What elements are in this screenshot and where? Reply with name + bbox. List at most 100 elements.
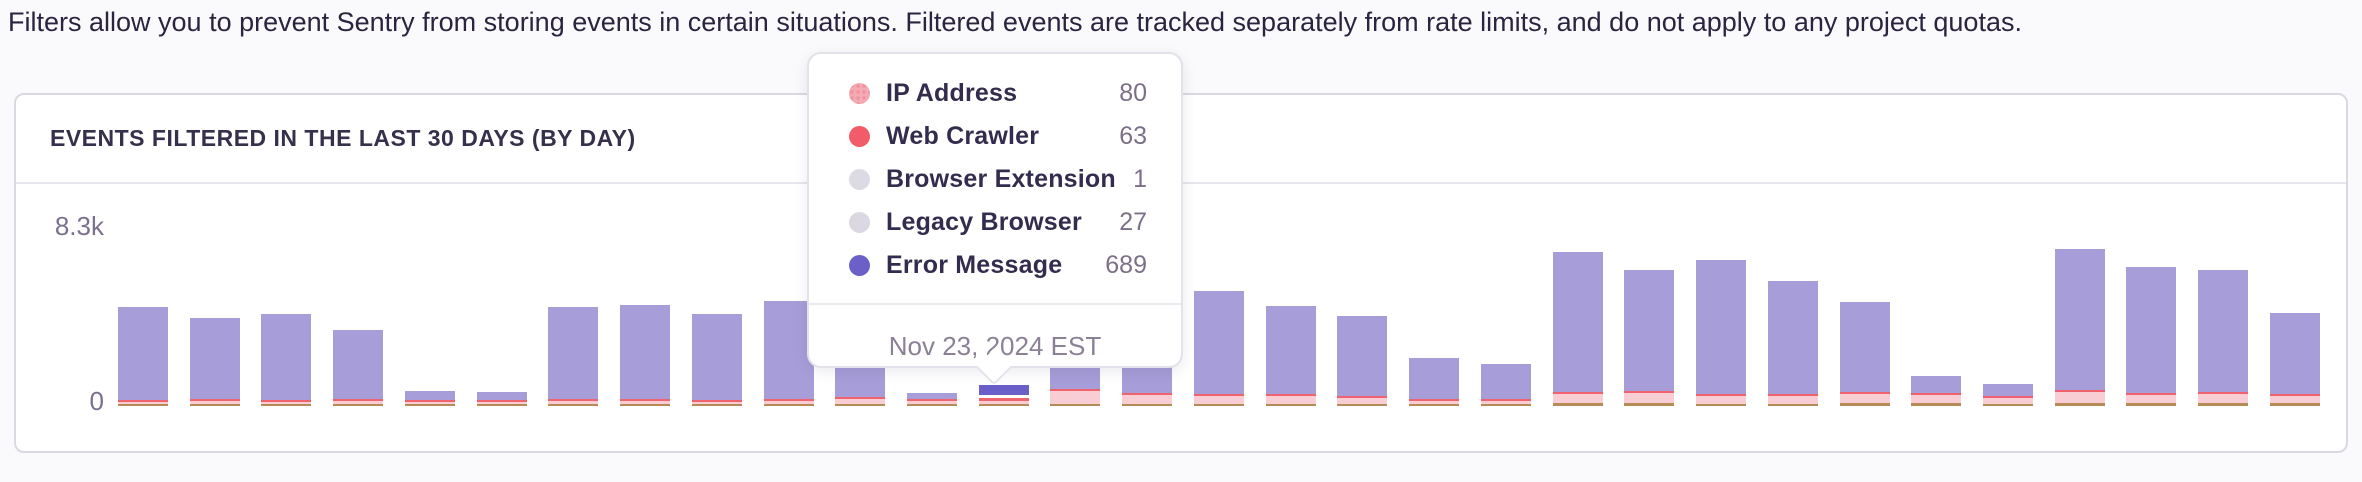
bar-segment-web_crawler <box>404 400 455 402</box>
bar-day-19[interactable] <box>1409 357 1460 406</box>
bar-day-13-hovered[interactable] <box>978 384 1029 406</box>
bar-day-23[interactable] <box>1696 260 1747 406</box>
bar-day-6[interactable] <box>476 392 527 406</box>
bar-segment-ip_address <box>1409 401 1460 404</box>
bar-segment-ip_address <box>118 401 168 404</box>
bar-segment-legacy_browser <box>476 404 527 406</box>
bar-segment-error_message <box>1982 383 2033 397</box>
bar-day-8[interactable] <box>620 305 671 406</box>
bar-day-10[interactable] <box>763 300 814 406</box>
bar-segment-ip_address <box>907 400 958 404</box>
bar-day-25[interactable] <box>1839 302 1890 406</box>
bar-segment-error_message <box>2269 312 2320 394</box>
bar-segment-ip_address <box>620 401 671 404</box>
tooltip-row-label: IP Address <box>886 79 1018 107</box>
bar-segment-legacy_browser <box>2126 403 2177 406</box>
bar-segment-ip_address <box>2269 395 2320 404</box>
bar-segment-error_message <box>548 307 599 400</box>
bar-day-9[interactable] <box>691 313 742 406</box>
bar-day-24[interactable] <box>1767 280 1818 406</box>
bar-day-27[interactable] <box>1982 383 2033 406</box>
legend-dot-icon <box>849 169 870 190</box>
bar-segment-legacy_browser <box>907 404 958 406</box>
tooltip-row-label: Browser Extension <box>886 165 1116 193</box>
tooltip-row-legacy-browser: Legacy Browser 27 <box>809 201 1181 244</box>
bar-segment-legacy_browser <box>1982 403 2033 406</box>
bar-day-17[interactable] <box>1265 306 1316 406</box>
bar-segment-legacy_browser <box>1552 403 1603 406</box>
tooltip-row-value: 80 <box>1119 79 1147 107</box>
bar-segment-ip_address <box>1696 395 1747 404</box>
bar-segment-ip_address <box>476 402 527 404</box>
bar-day-31[interactable] <box>2269 312 2320 406</box>
bar-day-20[interactable] <box>1480 363 1531 406</box>
bar-segment-legacy_browser <box>189 404 240 406</box>
bar-day-30[interactable] <box>2198 270 2249 406</box>
bar-segment-ip_address <box>548 401 599 404</box>
bar-day-3[interactable] <box>261 313 312 406</box>
tooltip-row-label: Error Message <box>886 251 1063 279</box>
bar-day-4[interactable] <box>333 329 384 406</box>
y-axis-max-label: 8.3k <box>54 211 104 241</box>
bar-segment-error_message <box>261 313 312 400</box>
bar-segment-web_crawler <box>1552 392 1603 395</box>
bar-day-18[interactable] <box>1337 315 1388 406</box>
tooltip-row-label: Legacy Browser <box>886 208 1082 236</box>
bar-day-28[interactable] <box>2054 249 2105 406</box>
bar-segment-legacy_browser <box>333 404 384 406</box>
bar-segment-ip_address <box>978 400 1029 404</box>
bar-segment-ip_address <box>1982 398 2033 404</box>
bar-segment-web_crawler <box>1050 389 1101 391</box>
bar-segment-ip_address <box>189 401 240 404</box>
bar-segment-error_message <box>1265 306 1316 394</box>
bar-segment-legacy_browser <box>1839 403 1890 406</box>
bar-segment-ip_address <box>1839 394 1890 404</box>
bar-segment-error_message <box>118 307 168 400</box>
bar-day-1[interactable] <box>118 307 168 406</box>
bar-day-16[interactable] <box>1193 291 1244 406</box>
bar-segment-web_crawler <box>763 399 814 402</box>
bar-segment-web_crawler <box>476 400 527 402</box>
bar-segment-error_message <box>691 313 742 400</box>
bar-segment-ip_address <box>2198 394 2249 404</box>
bar-segment-legacy_browser <box>2198 403 2249 406</box>
events-filtered-chart[interactable]: 8.3k 0 <box>16 184 2346 449</box>
bar-segment-error_message <box>1337 315 1388 396</box>
bar-segment-error_message <box>978 384 1029 398</box>
bar-segment-legacy_browser <box>1265 403 1316 406</box>
bar-segment-error_message <box>1839 302 1890 393</box>
bar-segment-web_crawler <box>907 398 958 401</box>
legend-dot-icon <box>849 83 870 104</box>
bar-segment-legacy_browser <box>261 404 312 406</box>
bar-segment-legacy_browser <box>1050 403 1101 406</box>
bar-segment-error_message <box>1911 376 1962 394</box>
bar-segment-web_crawler <box>691 399 742 402</box>
bar-day-15[interactable] <box>1122 365 1173 406</box>
bar-series-layer <box>16 184 2346 449</box>
bar-segment-legacy_browser <box>1624 403 1675 406</box>
bar-segment-error_message <box>1696 260 1747 394</box>
bar-segment-legacy_browser <box>978 404 1029 406</box>
tooltip-row-value: 27 <box>1119 208 1147 236</box>
bar-segment-error_message <box>1480 363 1531 399</box>
bar-day-29[interactable] <box>2126 267 2177 406</box>
bar-segment-error_message <box>2126 267 2177 394</box>
bar-day-11[interactable] <box>835 365 886 406</box>
bar-segment-web_crawler <box>1767 394 1818 397</box>
bar-segment-error_message <box>907 392 958 399</box>
bar-segment-legacy_browser <box>1122 403 1173 406</box>
bar-segment-web_crawler <box>1409 399 1460 402</box>
bar-day-7[interactable] <box>548 307 599 406</box>
bar-day-22[interactable] <box>1624 270 1675 406</box>
bar-day-2[interactable] <box>189 318 240 406</box>
bar-day-14[interactable] <box>1050 366 1101 406</box>
bar-day-26[interactable] <box>1911 376 1962 406</box>
tooltip-rows: IP Address 80 Web Crawler 63 Browser Extensi… <box>809 54 1181 287</box>
bar-segment-error_message <box>476 392 527 400</box>
bar-day-21[interactable] <box>1552 252 1603 406</box>
bar-segment-web_crawler <box>1982 396 2033 399</box>
bar-day-12[interactable] <box>907 392 958 406</box>
bar-segment-legacy_browser <box>1193 403 1244 406</box>
bar-day-5[interactable] <box>404 391 455 406</box>
bar-segment-ip_address <box>2054 392 2105 403</box>
